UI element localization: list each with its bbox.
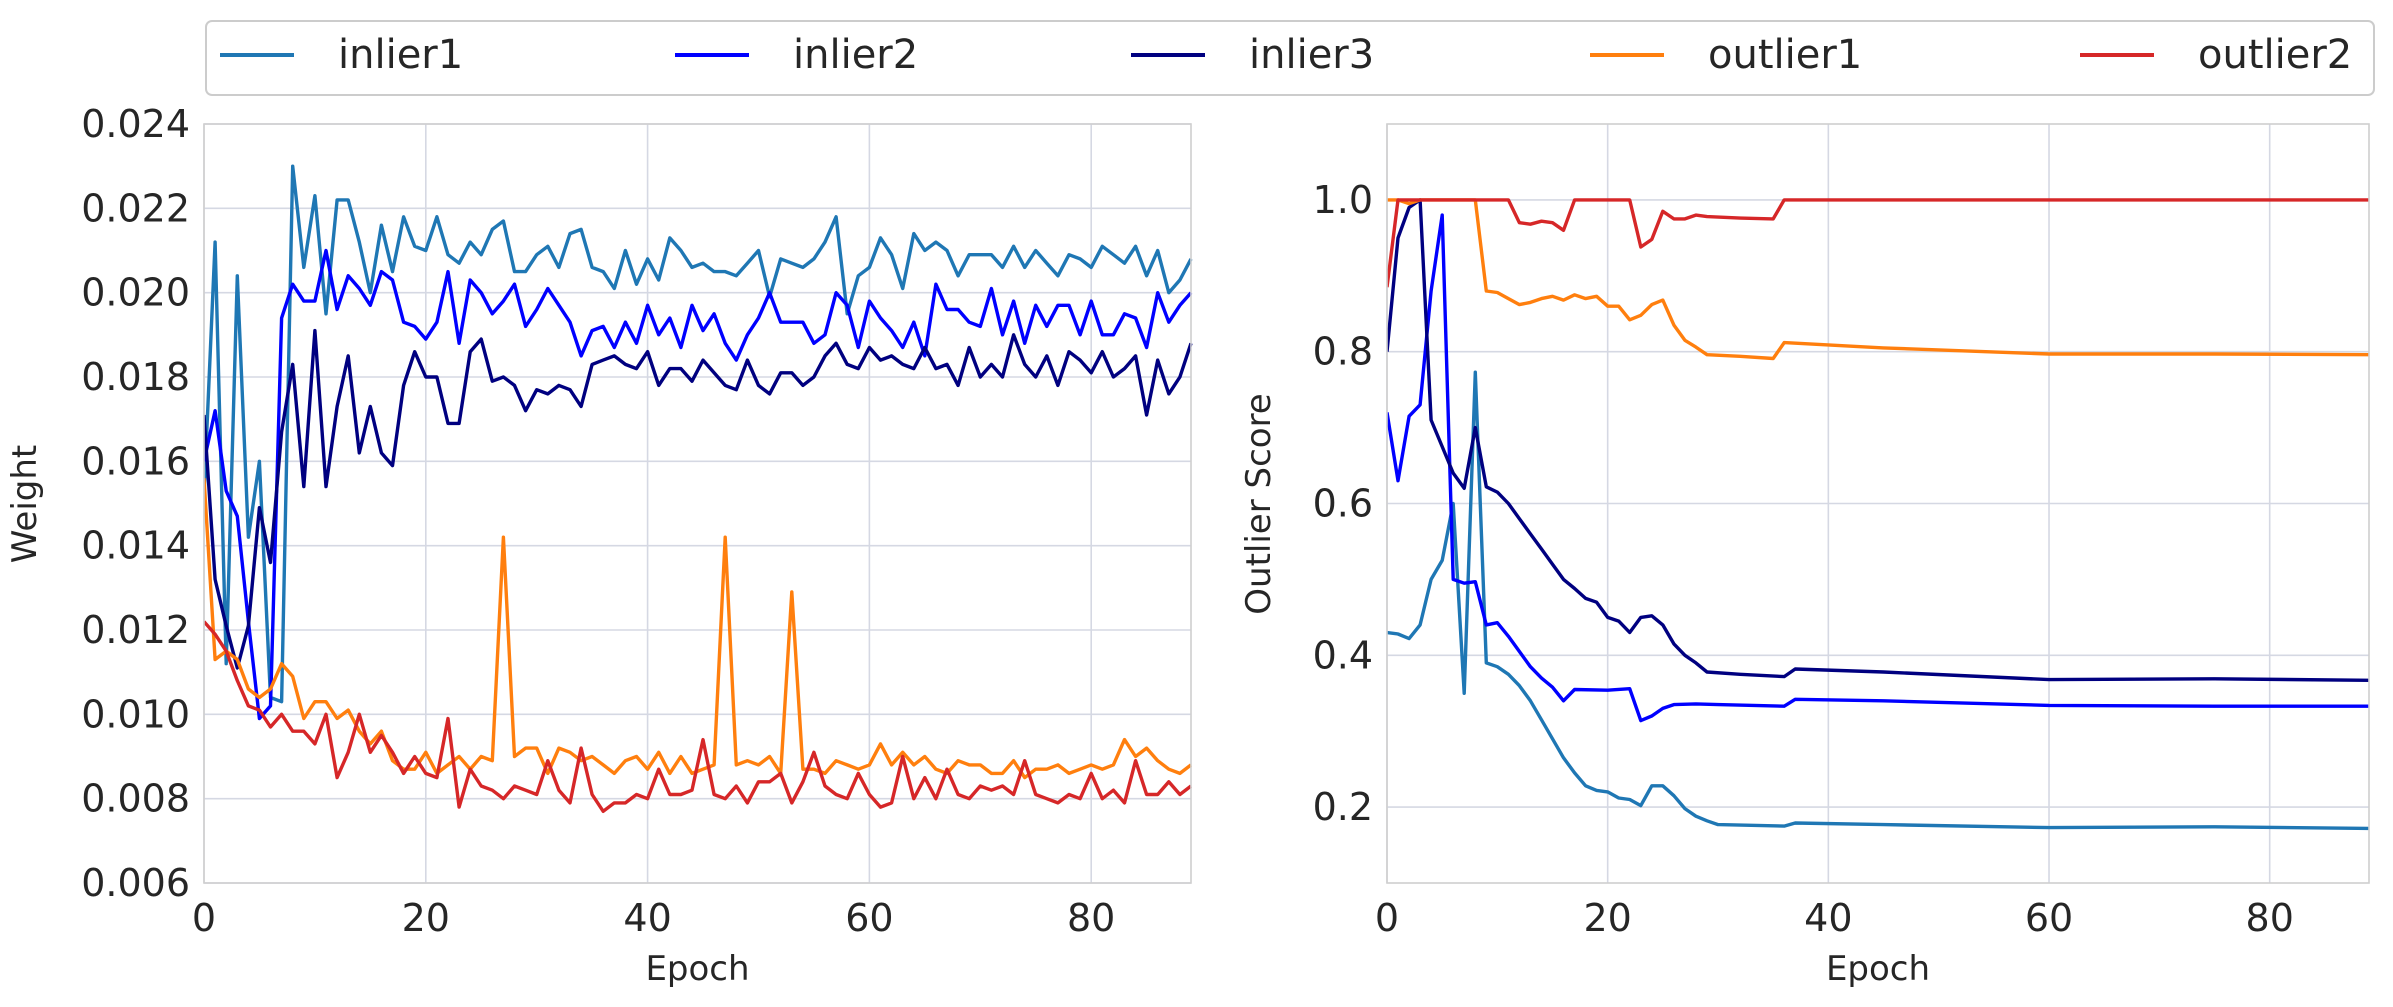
outlier-score-series-inlier3 [1387, 198, 2370, 682]
legend-frame [205, 20, 2375, 96]
outlier-score-ytick-label: 0.8 [1313, 330, 1373, 374]
outlier-score-ytick-label: 0.2 [1313, 785, 1373, 829]
legend-label-outlier2: outlier2 [2198, 32, 2352, 78]
weight-ytick-label: 0.012 [81, 608, 190, 652]
outlier-score-ytick-label: 0.4 [1313, 633, 1373, 677]
legend: inlier1 inlier2 inlier3 outlier1 outlier2 [205, 20, 2375, 96]
weight-ytick-label: 0.022 [81, 186, 190, 230]
outlier-score-xtick-label: 0 [1375, 896, 1399, 940]
weight-ytick-label: 0.008 [81, 777, 190, 821]
weight-xtick-label: 80 [1067, 896, 1115, 940]
outlier-score-xtick-label: 40 [1804, 896, 1852, 940]
outlier-score-xtick-label: 80 [2246, 896, 2294, 940]
legend-label-inlier1: inlier1 [338, 32, 463, 78]
weight-xtick-label: 60 [845, 896, 893, 940]
weight-x-axis-label: Epoch [645, 949, 749, 989]
outlier-score-axes-frame [1386, 123, 2370, 884]
weight-y-axis-label: Weight [5, 445, 45, 563]
legend-label-outlier1: outlier1 [1708, 32, 1862, 78]
outlier-score-y-axis-label: Outlier Score [1239, 393, 1279, 614]
weight-ytick-label: 0.024 [81, 102, 190, 146]
weight-xtick-label: 40 [623, 896, 671, 940]
outlier-score-ytick-label: 0.6 [1313, 482, 1373, 526]
outlier-score-x-axis-label: Epoch [1826, 949, 1930, 989]
legend-label-inlier2: inlier2 [793, 32, 918, 78]
weight-xtick-label: 20 [402, 896, 450, 940]
weight-series-outlier2 [204, 620, 1193, 813]
outlier-score-xtick-label: 20 [1583, 896, 1631, 940]
weight-ytick-label: 0.006 [81, 861, 190, 905]
weight-series-inlier2 [204, 248, 1193, 721]
outlier-score-series-inlier2 [1387, 213, 2369, 723]
weight-series-inlier3 [204, 328, 1193, 670]
weight-axes-frame [203, 123, 1192, 884]
outlier-score-plot: 0 20 40 60 80 0.2 0.4 0.6 0.8 1.0 Epoch Outlier Sco… [1239, 123, 2370, 989]
weight-series-inlier1 [204, 164, 1193, 704]
weight-ytick-label: 0.014 [81, 524, 190, 568]
outlier-score-series-outlier1 [1387, 198, 2370, 361]
outlier-score-series-inlier1 [1387, 370, 2370, 831]
outlier-score-xtick-label: 60 [2025, 896, 2073, 940]
outlier-score-series-outlier2 [1387, 198, 2369, 288]
legend-label-inlier3: inlier3 [1249, 32, 1374, 78]
weight-ytick-label: 0.016 [81, 439, 190, 483]
weight-plot: 0 20 40 60 80 0.006 0.008 0.010 0.012 0.014 0.016 0… [5, 102, 1193, 989]
weight-ytick-label: 0.018 [81, 355, 190, 399]
outlier-score-ytick-label: 1.0 [1313, 178, 1373, 222]
weight-xtick-label: 0 [192, 896, 216, 940]
weight-plot-area [204, 124, 1191, 883]
weight-ytick-label: 0.020 [81, 271, 190, 315]
weight-ytick-label: 0.010 [81, 692, 190, 736]
